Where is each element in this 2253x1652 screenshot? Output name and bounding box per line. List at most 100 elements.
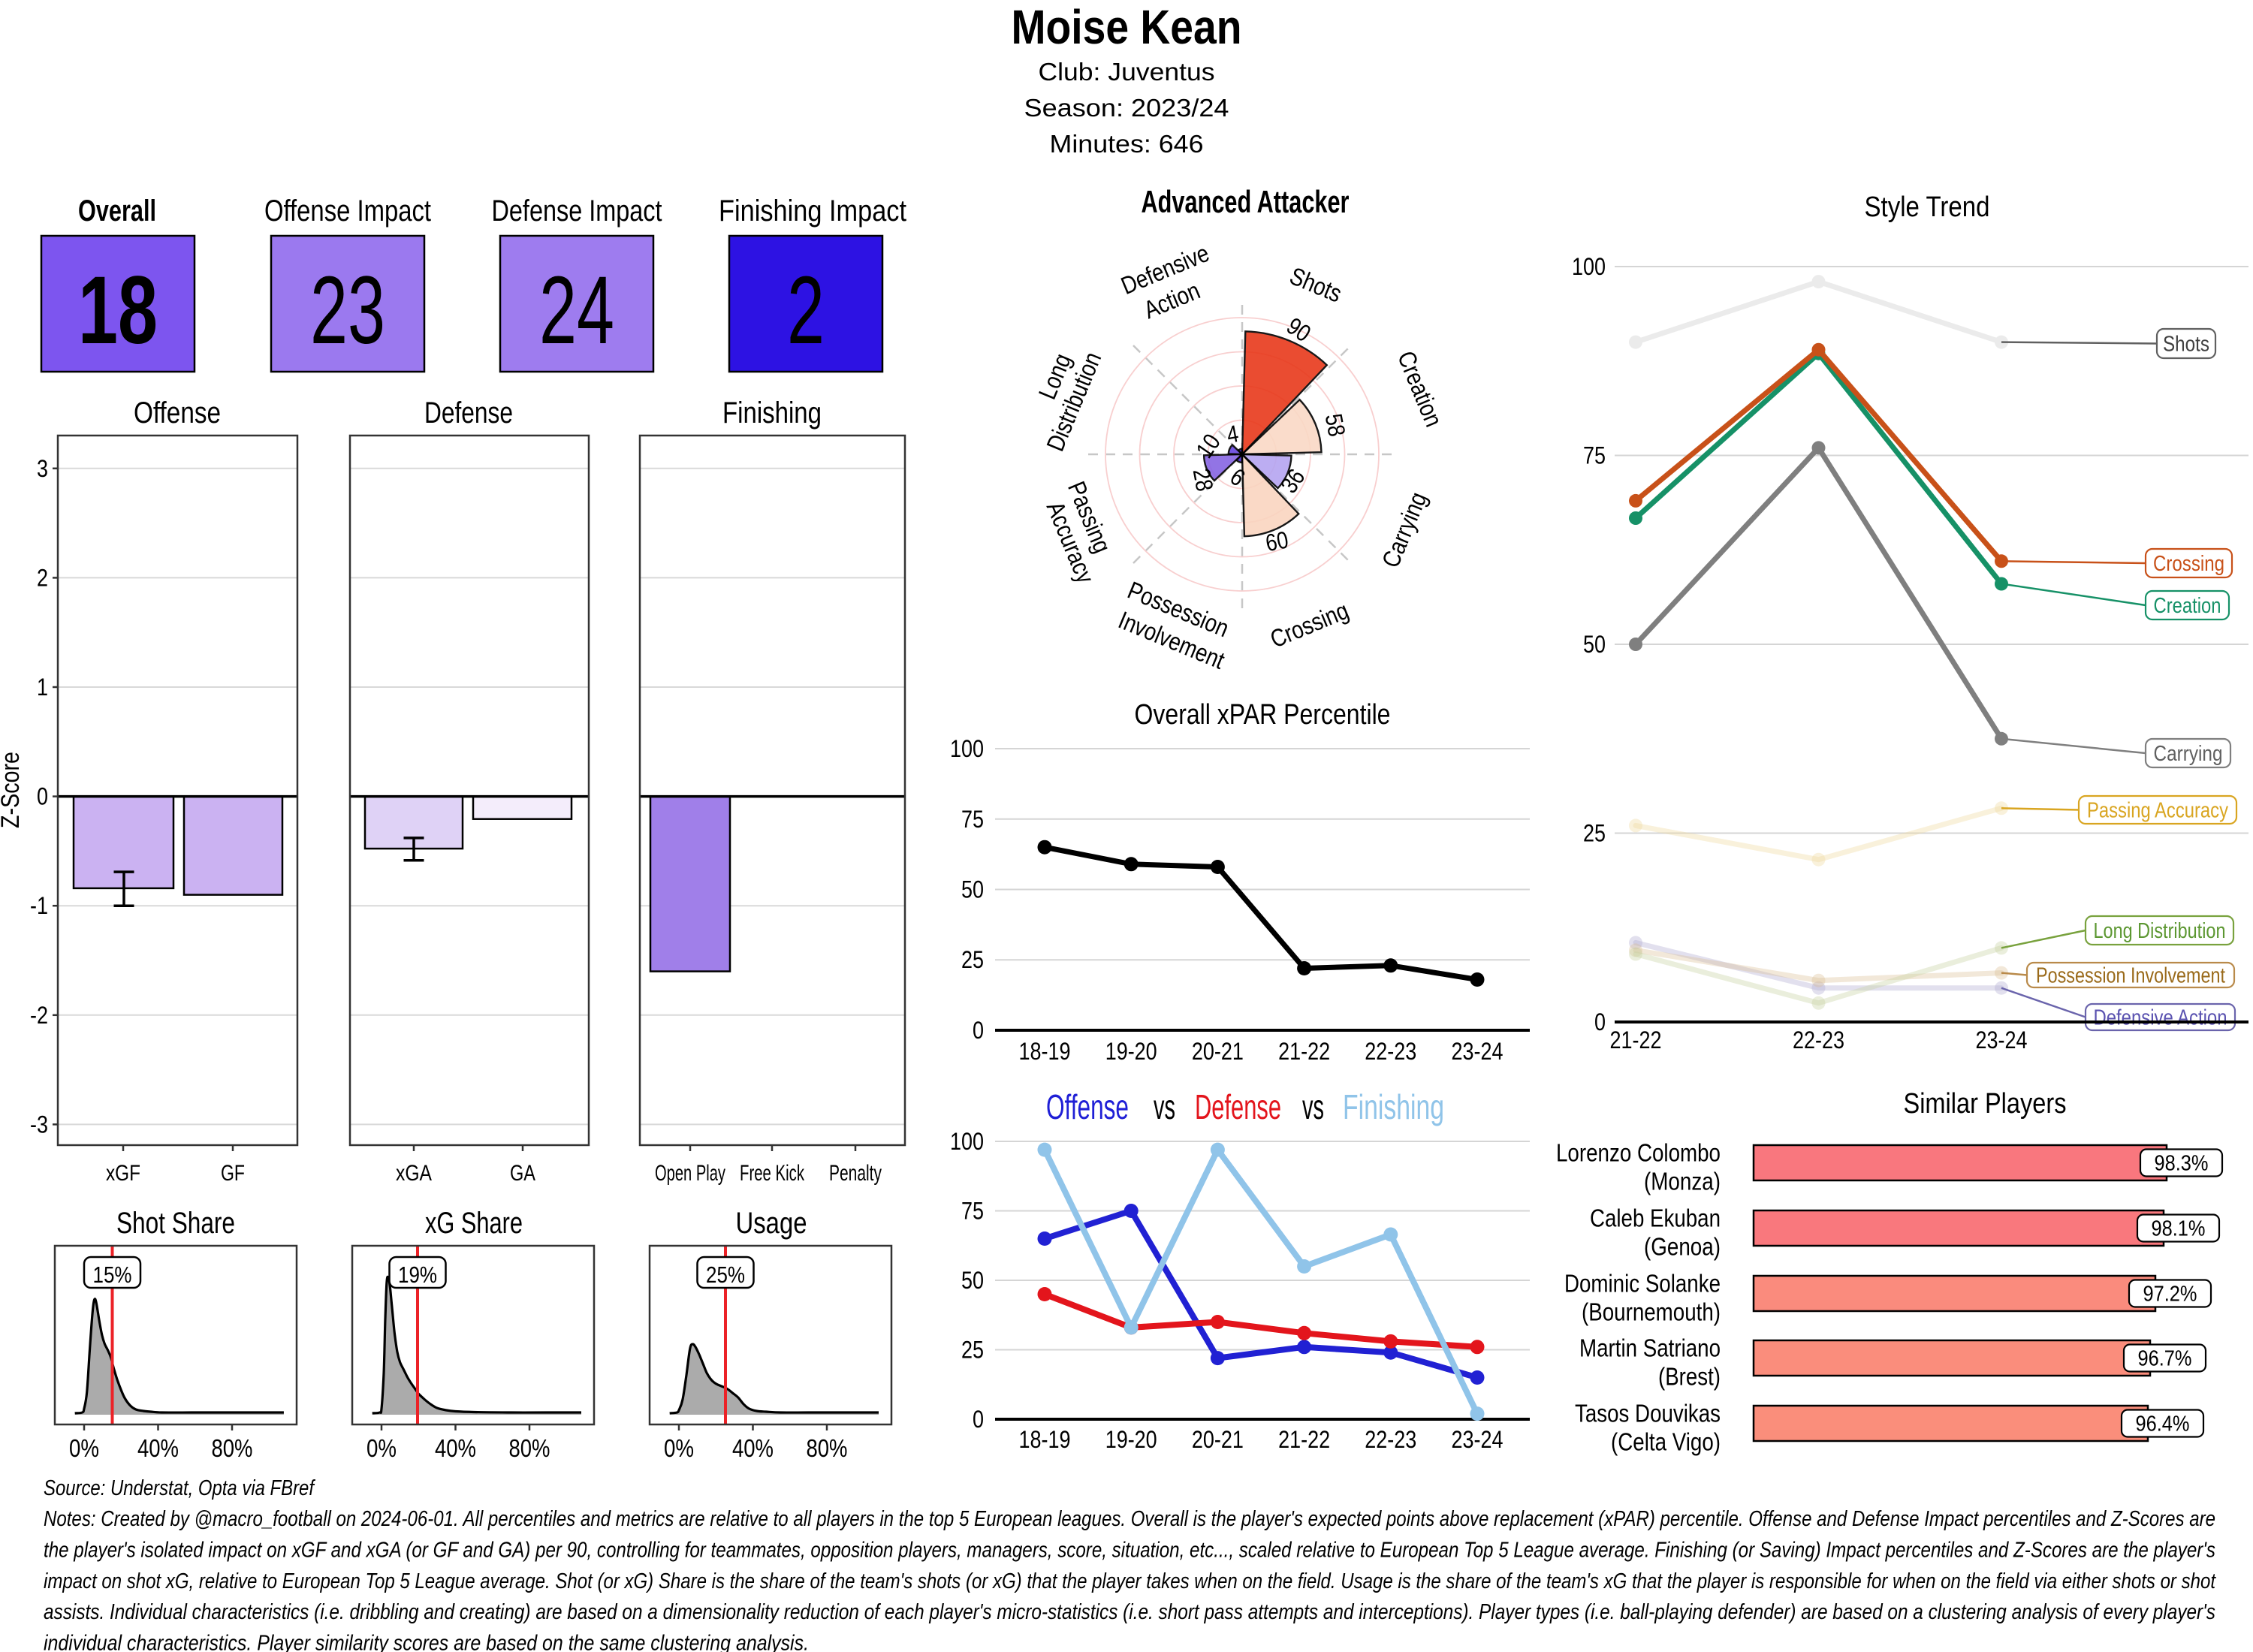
svg-text:50: 50 bbox=[1583, 631, 1606, 658]
svg-text:98.1%: 98.1% bbox=[2152, 1217, 2206, 1241]
svg-text:0%: 0% bbox=[664, 1434, 694, 1462]
svg-text:(Bournemouth): (Bournemouth) bbox=[1582, 1298, 1721, 1326]
svg-text:98.3%: 98.3% bbox=[2155, 1152, 2209, 1176]
svg-text:Source: Understat, Opta via FB: Source: Understat, Opta via FBref bbox=[44, 1476, 315, 1500]
svg-text:Defense: Defense bbox=[1195, 1087, 1281, 1126]
svg-text:vs: vs bbox=[1154, 1087, 1175, 1126]
svg-text:-2: -2 bbox=[30, 1002, 48, 1029]
svg-text:100: 100 bbox=[950, 735, 984, 762]
svg-text:23-24: 23-24 bbox=[1452, 1038, 1504, 1065]
svg-text:(Celta Vigo): (Celta Vigo) bbox=[1611, 1428, 1721, 1456]
svg-text:Finishing: Finishing bbox=[1343, 1087, 1444, 1126]
svg-text:GF: GF bbox=[221, 1161, 245, 1186]
svg-text:the player's isolated impact o: the player's isolated impact on xGF and … bbox=[44, 1538, 2215, 1562]
svg-text:Lorenzo Colombo: Lorenzo Colombo bbox=[1556, 1139, 1721, 1167]
svg-text:24: 24 bbox=[539, 257, 614, 364]
svg-text:Moise Kean: Moise Kean bbox=[1012, 0, 1242, 54]
svg-text:15%: 15% bbox=[93, 1262, 132, 1288]
svg-text:3: 3 bbox=[37, 455, 48, 482]
svg-text:50: 50 bbox=[961, 876, 984, 903]
svg-text:Shot Share: Shot Share bbox=[116, 1207, 235, 1240]
svg-text:Usage: Usage bbox=[736, 1207, 807, 1240]
svg-text:80%: 80% bbox=[509, 1434, 550, 1462]
svg-text:(Genoa): (Genoa) bbox=[1644, 1233, 1721, 1261]
svg-text:Defense: Defense bbox=[424, 396, 513, 430]
svg-text:Minutes: 646: Minutes: 646 bbox=[1050, 130, 1204, 158]
svg-text:Open Play: Open Play bbox=[655, 1161, 725, 1186]
svg-text:Passing Accuracy: Passing Accuracy bbox=[2087, 799, 2228, 823]
svg-text:Free Kick: Free Kick bbox=[740, 1161, 805, 1186]
svg-text:25%: 25% bbox=[706, 1262, 745, 1288]
svg-text:xG Share: xG Share bbox=[425, 1207, 523, 1240]
svg-text:Finishing Impact: Finishing Impact bbox=[719, 194, 906, 228]
svg-text:22-23: 22-23 bbox=[1365, 1038, 1416, 1065]
svg-text:Club: Juventus: Club: Juventus bbox=[1039, 58, 1215, 86]
svg-text:-1: -1 bbox=[30, 892, 48, 919]
svg-text:Advanced Attacker: Advanced Attacker bbox=[1142, 184, 1350, 219]
svg-text:Overall xPAR Percentile: Overall xPAR Percentile bbox=[1135, 699, 1391, 731]
svg-text:25: 25 bbox=[961, 946, 984, 973]
svg-text:96.7%: 96.7% bbox=[2138, 1347, 2192, 1371]
svg-text:20-21: 20-21 bbox=[1192, 1426, 1244, 1453]
svg-text:4: 4 bbox=[1225, 420, 1241, 448]
svg-text:20-21: 20-21 bbox=[1192, 1038, 1244, 1065]
svg-text:Carrying: Carrying bbox=[2154, 742, 2223, 766]
svg-text:40%: 40% bbox=[137, 1434, 179, 1462]
svg-text:40%: 40% bbox=[732, 1434, 774, 1462]
svg-text:Offense: Offense bbox=[1046, 1087, 1129, 1126]
svg-text:Long Distribution: Long Distribution bbox=[2094, 919, 2226, 943]
svg-text:28: 28 bbox=[1188, 466, 1219, 493]
svg-text:25: 25 bbox=[961, 1337, 984, 1364]
svg-text:100: 100 bbox=[950, 1128, 984, 1155]
svg-text:22-23: 22-23 bbox=[1793, 1026, 1844, 1054]
svg-text:19%: 19% bbox=[398, 1262, 437, 1288]
svg-text:Finishing: Finishing bbox=[722, 396, 822, 430]
svg-text:75: 75 bbox=[1583, 442, 1606, 469]
svg-text:vs: vs bbox=[1302, 1087, 1324, 1126]
svg-text:18-19: 18-19 bbox=[1019, 1038, 1071, 1065]
svg-text:Notes: Created by @macro_footb: Notes: Created by @macro_football on 202… bbox=[44, 1507, 2215, 1531]
svg-text:impact on shot xG, relative to: impact on shot xG, relative to European … bbox=[44, 1569, 2217, 1593]
svg-text:21-22: 21-22 bbox=[1278, 1426, 1330, 1453]
svg-text:75: 75 bbox=[961, 806, 984, 833]
svg-text:0: 0 bbox=[37, 783, 48, 810]
svg-text:xGA: xGA bbox=[396, 1161, 432, 1186]
svg-text:Penalty: Penalty bbox=[829, 1161, 882, 1186]
svg-text:Crossing: Crossing bbox=[2153, 552, 2224, 576]
svg-text:Similar Players: Similar Players bbox=[1904, 1088, 2067, 1120]
svg-text:100: 100 bbox=[1572, 253, 1606, 280]
svg-text:18-19: 18-19 bbox=[1019, 1426, 1071, 1453]
svg-text:Defense Impact: Defense Impact bbox=[492, 194, 662, 228]
svg-text:58: 58 bbox=[1320, 411, 1351, 439]
svg-text:96.4%: 96.4% bbox=[2136, 1412, 2190, 1436]
svg-text:Martin Satriano: Martin Satriano bbox=[1579, 1334, 1721, 1362]
svg-text:Shots: Shots bbox=[2163, 333, 2209, 357]
svg-text:2: 2 bbox=[787, 257, 825, 364]
svg-text:Season: 2023/24: Season: 2023/24 bbox=[1024, 94, 1229, 122]
svg-text:xGF: xGF bbox=[106, 1161, 140, 1186]
svg-text:21-22: 21-22 bbox=[1278, 1038, 1330, 1065]
svg-text:Possession Involvement: Possession Involvement bbox=[2036, 964, 2225, 988]
svg-text:(Monza): (Monza) bbox=[1644, 1168, 1721, 1195]
svg-text:Tasos Douvikas: Tasos Douvikas bbox=[1575, 1400, 1721, 1427]
svg-text:0: 0 bbox=[973, 1406, 984, 1433]
svg-text:Creation: Creation bbox=[2154, 594, 2221, 618]
svg-text:23-24: 23-24 bbox=[1452, 1426, 1504, 1453]
svg-text:individual characteristics. Pl: individual characteristics. Player simil… bbox=[44, 1632, 809, 1652]
svg-text:Style Trend: Style Trend bbox=[1865, 191, 1990, 223]
svg-text:Z-Score: Z-Score bbox=[0, 752, 25, 828]
svg-text:1: 1 bbox=[37, 674, 48, 701]
svg-text:50: 50 bbox=[961, 1267, 984, 1294]
svg-text:Offense: Offense bbox=[134, 396, 221, 430]
svg-text:19-20: 19-20 bbox=[1105, 1426, 1157, 1453]
svg-text:Defensive Action: Defensive Action bbox=[2094, 1006, 2227, 1030]
svg-text:Dominic Solanke: Dominic Solanke bbox=[1564, 1270, 1721, 1298]
svg-text:23-24: 23-24 bbox=[1976, 1026, 2028, 1054]
svg-text:80%: 80% bbox=[212, 1434, 253, 1462]
svg-text:Offense Impact: Offense Impact bbox=[264, 194, 431, 228]
svg-text:97.2%: 97.2% bbox=[2143, 1283, 2197, 1307]
svg-text:0%: 0% bbox=[69, 1434, 99, 1462]
svg-text:0: 0 bbox=[1594, 1008, 1606, 1036]
svg-text:40%: 40% bbox=[435, 1434, 476, 1462]
svg-text:(Brest): (Brest) bbox=[1658, 1363, 1721, 1391]
